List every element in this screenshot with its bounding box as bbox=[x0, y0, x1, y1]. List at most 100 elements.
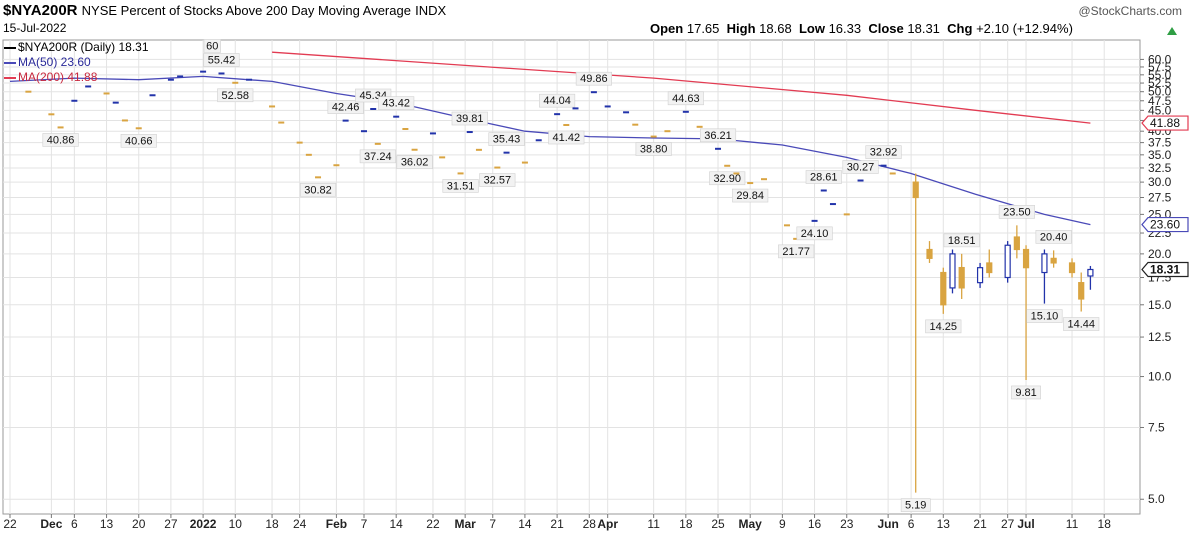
data-label-text: 39.81 bbox=[456, 113, 484, 125]
data-label-text: 40.66 bbox=[125, 135, 153, 147]
x-tick-label: Jun bbox=[877, 517, 898, 531]
right-marker-box bbox=[1141, 115, 1189, 131]
data-label: 37.24 bbox=[359, 149, 396, 164]
y-tick-label: 5.0 bbox=[1148, 492, 1165, 506]
data-label-text: 32.90 bbox=[713, 173, 741, 185]
data-label-text: 43.42 bbox=[382, 98, 410, 110]
x-tick-label: 11 bbox=[1066, 517, 1079, 531]
chg-label: Chg bbox=[947, 21, 973, 36]
y-tick-label: 47.5 bbox=[1148, 94, 1172, 108]
data-label-box bbox=[900, 498, 931, 512]
brand-logo[interactable]: @StockCharts.com bbox=[1078, 4, 1182, 18]
candle-body bbox=[949, 253, 956, 289]
data-label-text: 5.19 bbox=[905, 500, 926, 512]
legend-ma50-label: MA(50) 23.60 bbox=[18, 55, 91, 69]
right-value-marker: 23.60 bbox=[1141, 216, 1189, 233]
x-tick-label: 6 bbox=[71, 517, 78, 531]
data-label-box bbox=[1026, 309, 1063, 323]
right-value-marker: 41.88 bbox=[1141, 115, 1189, 131]
y-tick-label: 50.0 bbox=[1148, 85, 1172, 99]
data-label: 44.04 bbox=[539, 93, 576, 108]
data-label: 24.10 bbox=[796, 226, 833, 241]
data-label-box bbox=[667, 91, 704, 106]
data-label-text: 32.92 bbox=[870, 147, 898, 159]
data-label-box bbox=[1011, 385, 1041, 400]
high-label: High bbox=[726, 21, 756, 36]
data-label: 49.86 bbox=[575, 71, 612, 86]
plot-frame bbox=[2, 39, 1141, 515]
data-label-box bbox=[378, 96, 415, 110]
legend-ma200: MA(200) 41.88 bbox=[4, 70, 149, 85]
chart-header: $NYA200R NYSE Percent of Stocks Above 20… bbox=[0, 0, 1192, 40]
data-label: 60 bbox=[203, 39, 221, 53]
y-tick-label: 57.5 bbox=[1148, 60, 1172, 74]
data-label-text: 38.80 bbox=[640, 144, 668, 156]
data-label: 14.25 bbox=[925, 319, 962, 334]
data-label-text: 41.42 bbox=[553, 132, 581, 144]
x-tick-label: 28 bbox=[583, 517, 597, 531]
data-label-box bbox=[217, 88, 254, 103]
close-value: 18.31 bbox=[907, 21, 940, 36]
x-tick-label: May bbox=[739, 517, 763, 531]
high-value: 18.68 bbox=[759, 21, 792, 36]
description: NYSE Percent of Stocks Above 200 Day Mov… bbox=[81, 3, 411, 18]
data-label-box bbox=[998, 205, 1035, 219]
chart-date: 15-Jul-2022 bbox=[3, 21, 67, 35]
data-label-box bbox=[635, 142, 672, 156]
ma200-line bbox=[272, 51, 1091, 124]
candle-body bbox=[912, 181, 919, 199]
data-label-text: 20.40 bbox=[1040, 231, 1068, 243]
x-tick-label: 22 bbox=[426, 517, 440, 531]
x-tick-label: 23 bbox=[840, 517, 854, 531]
data-label: 14.44 bbox=[1063, 317, 1100, 331]
candle-body bbox=[976, 267, 984, 284]
data-label-text: 28.61 bbox=[810, 172, 838, 184]
x-tick-label: 18 bbox=[265, 517, 279, 531]
x-tick-label: Mar bbox=[454, 517, 476, 531]
data-label-text: 18.51 bbox=[948, 235, 976, 247]
data-label: 36.21 bbox=[699, 128, 737, 143]
y-tick-label: 27.5 bbox=[1148, 191, 1172, 205]
y-tick-label: 20.0 bbox=[1148, 247, 1172, 261]
candle-body bbox=[958, 266, 965, 289]
x-tick-label: 13 bbox=[100, 517, 114, 531]
data-label-box bbox=[575, 71, 612, 86]
data-label: 35.43 bbox=[488, 132, 525, 146]
right-value-marker: 18.31 bbox=[1141, 261, 1189, 278]
data-label-text: 32.57 bbox=[484, 175, 512, 187]
y-tick-label: 60.0 bbox=[1148, 52, 1172, 66]
x-tick-label: 7 bbox=[361, 517, 368, 531]
data-label-text: 21.77 bbox=[782, 246, 810, 258]
candle-body bbox=[940, 271, 947, 306]
chart-legend: $NYA200R (Daily) 18.31 MA(50) 23.60 MA(2… bbox=[4, 40, 149, 85]
data-label-box bbox=[451, 111, 488, 126]
data-label-box bbox=[943, 233, 980, 248]
data-label: 36.02 bbox=[396, 155, 433, 170]
candle-body bbox=[1068, 262, 1076, 274]
data-label-text: 35.43 bbox=[493, 134, 521, 146]
y-tick-label: 45.0 bbox=[1148, 103, 1172, 117]
data-label: 15.10 bbox=[1026, 309, 1063, 323]
right-marker-box bbox=[1141, 261, 1189, 278]
x-tick-label: 11 bbox=[647, 517, 660, 531]
data-label-text: 30.82 bbox=[304, 184, 332, 196]
x-tick-label: 6 bbox=[908, 517, 915, 531]
low-label: Low bbox=[798, 21, 825, 36]
open-value: 17.65 bbox=[686, 21, 720, 36]
candle-body bbox=[986, 262, 993, 274]
candle-body bbox=[1004, 244, 1011, 279]
data-label-text: 49.86 bbox=[580, 73, 608, 85]
exchange: INDX bbox=[415, 3, 447, 18]
y-tick-label: 32.5 bbox=[1148, 161, 1172, 175]
y-tick-label: 12.5 bbox=[1148, 330, 1172, 344]
y-tick-label: 10.0 bbox=[1148, 370, 1172, 384]
legend-main-label: $NYA200R (Daily) 18.31 bbox=[18, 40, 149, 54]
data-label-text: 15.10 bbox=[1031, 311, 1059, 323]
x-tick-label: Feb bbox=[326, 517, 347, 531]
data-label-text: 37.24 bbox=[364, 151, 392, 163]
data-label-text: 14.25 bbox=[930, 321, 958, 333]
legend-ma200-swatch bbox=[4, 76, 16, 79]
candle-body bbox=[1013, 236, 1020, 251]
right-marker-label: 18.31 bbox=[1150, 262, 1180, 276]
